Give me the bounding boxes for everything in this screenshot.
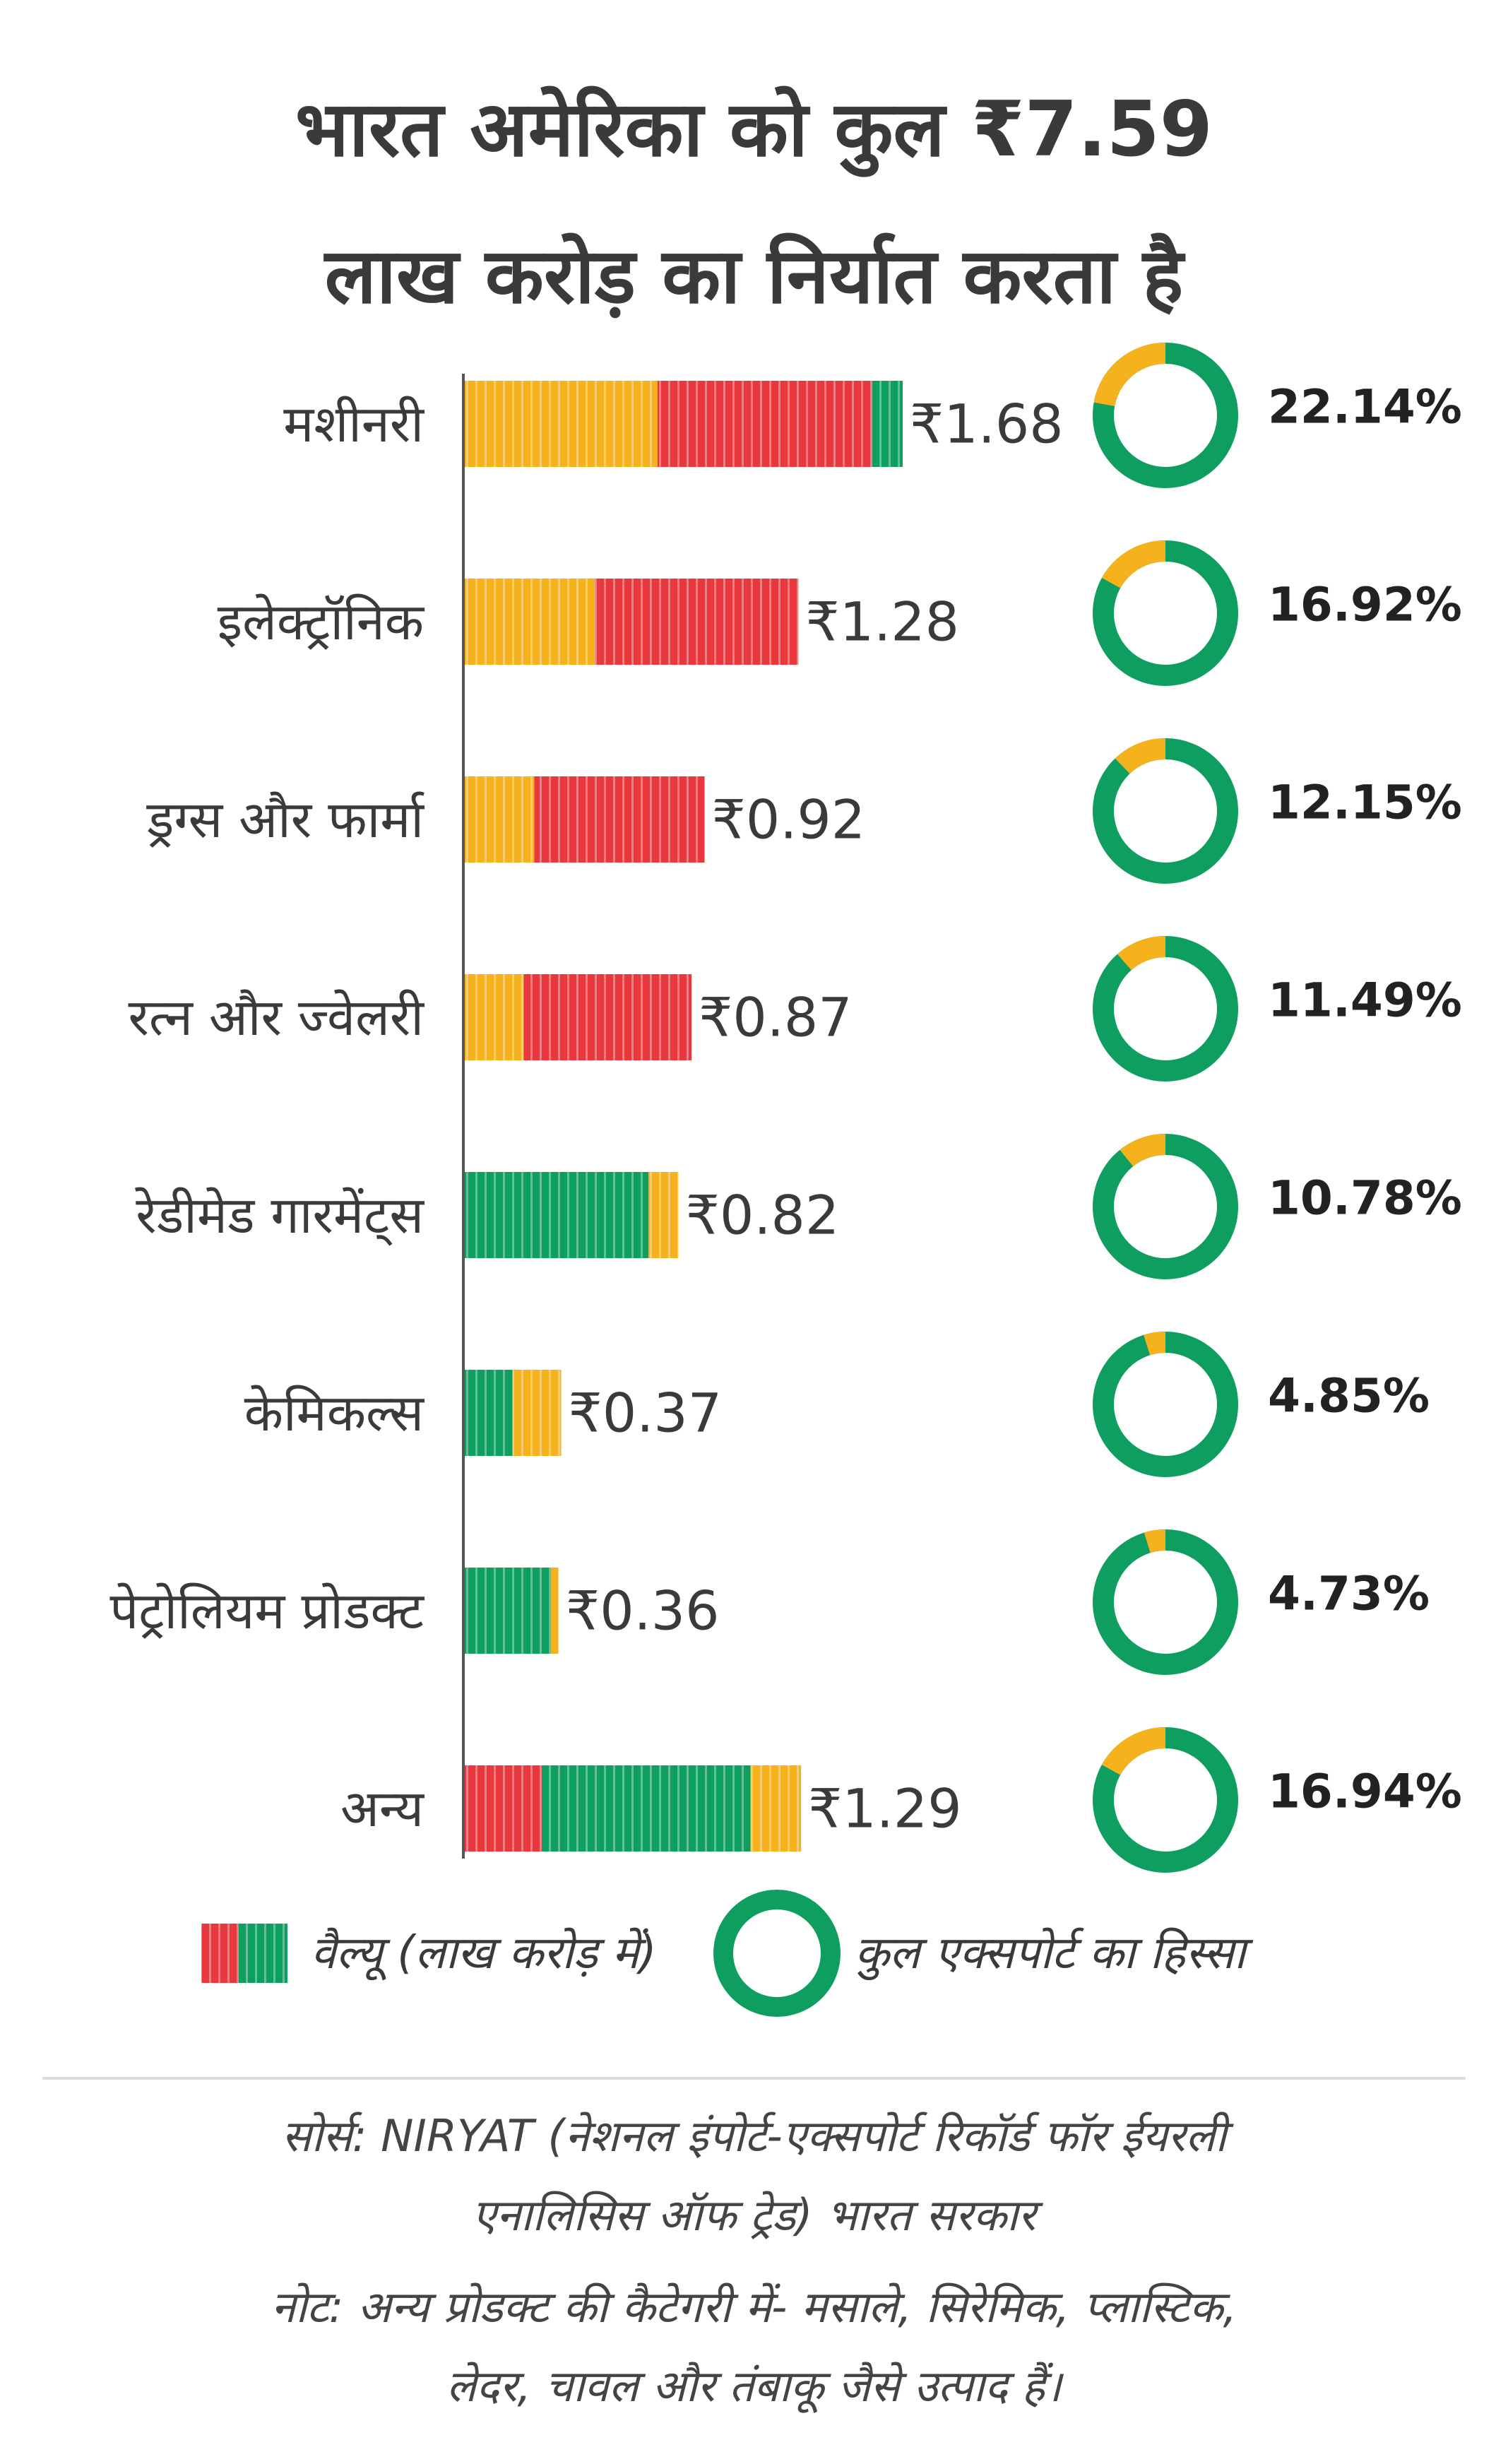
- legend-bar-swatch: [201, 1924, 287, 1983]
- share-ring: [1093, 1727, 1238, 1873]
- chart-title: भारत अमेरिका को कुल ₹7.59 लाख करोड़ का न…: [0, 57, 1508, 350]
- bar-segment-yellow: [750, 1765, 802, 1852]
- share-ring: [1093, 540, 1238, 686]
- value-label: ₹0.92: [712, 788, 866, 851]
- legend-ring-swatch: [713, 1890, 841, 2017]
- bar-segment-green: [872, 381, 903, 467]
- note-line-2: लेदर, चावल और तंबाकू जैसे उत्पाद हैं।: [446, 2360, 1062, 2412]
- share-label: 10.78%: [1268, 1171, 1462, 1226]
- bar: [465, 579, 799, 665]
- bar-segment-green: [465, 1370, 513, 1456]
- bar-segment-red: [534, 776, 705, 863]
- share-label: 4.73%: [1268, 1567, 1430, 1621]
- legend-label-value: वैल्यू (लाख करोड़ में): [311, 1927, 657, 1981]
- category-label: रेडीमेड गारमेंट्स: [134, 1185, 425, 1247]
- share-ring-arc: [1093, 1332, 1238, 1477]
- value-label: ₹0.37: [569, 1382, 723, 1445]
- bar-segment-green: [465, 1172, 649, 1258]
- bar: [465, 974, 692, 1060]
- bar-segment-yellow: [465, 776, 535, 863]
- value-label: ₹0.87: [699, 986, 853, 1049]
- value-label: ₹1.28: [805, 591, 959, 653]
- share-ring-arc: [1093, 343, 1238, 488]
- bar-segment-yellow: [465, 381, 658, 467]
- share-ring-base: [1093, 1134, 1238, 1279]
- bar: [465, 1172, 679, 1258]
- footer: सोर्स: NIRYAT (नेशनल इंपोर्ट-एक्सपोर्ट र…: [0, 2097, 1508, 2426]
- legend-swatch-red: [201, 1924, 238, 1983]
- source-line-2: एनालिसिस ऑफ ट्रेड) भारत सरकार: [472, 2189, 1036, 2241]
- share-label: 22.14%: [1268, 380, 1462, 434]
- title-line-1: भारत अमेरिका को कुल ₹7.59: [295, 85, 1213, 174]
- share-ring: [1093, 343, 1238, 488]
- share-ring-base: [1093, 1529, 1238, 1675]
- category-label: रत्न और ज्वेलरी: [128, 988, 425, 1047]
- footer-divider: [42, 2077, 1466, 2080]
- share-ring: [1093, 738, 1238, 884]
- bar-segment-green: [542, 1765, 751, 1852]
- category-label: ड्रग्स और फार्मा: [146, 790, 425, 849]
- share-ring-arc: [1093, 1529, 1238, 1675]
- bar-segment-red: [465, 1765, 542, 1852]
- bar-segment-yellow: [513, 1370, 562, 1456]
- bar-segment-yellow: [648, 1172, 679, 1258]
- share-ring-base: [1093, 738, 1238, 884]
- bar-segment-red: [523, 974, 692, 1060]
- share-ring-base: [1093, 1332, 1238, 1477]
- category-label: अन्य: [340, 1779, 425, 1838]
- bar-segment-yellow: [551, 1568, 559, 1654]
- note-line-1: नोट: अन्य प्रोडक्ट की कैटेगरी में- मसाले…: [271, 2281, 1237, 2333]
- bar-segment-red: [657, 381, 872, 467]
- bar: [465, 1568, 559, 1654]
- share-label: 12.15%: [1268, 776, 1462, 830]
- category-label: केमिकल्स: [244, 1383, 425, 1443]
- category-label: पेट्रोलियम प्रोडक्ट: [109, 1581, 425, 1640]
- bar-segment-yellow: [465, 974, 524, 1060]
- share-ring-base: [1093, 936, 1238, 1082]
- legend-swatch-green: [238, 1924, 287, 1983]
- category-label: मशीनरी: [283, 394, 425, 454]
- share-label: 11.49%: [1268, 973, 1462, 1028]
- share-ring: [1093, 1134, 1238, 1279]
- share-ring: [1093, 1529, 1238, 1675]
- share-ring-arc: [1093, 540, 1238, 686]
- bar-segment-red: [595, 579, 799, 665]
- title-line-2: लाख करोड़ का निर्यात करता है: [324, 232, 1184, 321]
- value-label: ₹0.82: [686, 1184, 840, 1247]
- value-label: ₹0.36: [566, 1580, 720, 1642]
- bar: [465, 1765, 802, 1852]
- value-label: ₹1.68: [910, 393, 1064, 456]
- share-ring-arc: [1093, 738, 1238, 884]
- share-ring-arc: [1093, 1134, 1238, 1279]
- bar-segment-yellow: [465, 579, 595, 665]
- share-label: 16.94%: [1268, 1765, 1462, 1819]
- category-label: इलेक्ट्रॉनिक: [218, 592, 425, 651]
- bar: [465, 1370, 562, 1456]
- bar: [465, 381, 903, 467]
- share-label: 16.92%: [1268, 578, 1462, 632]
- share-ring: [1093, 1332, 1238, 1477]
- chart: मशीनरी इलेक्ट्रॉनिक ड्रग्स और फार्मा रत्न औ…: [109, 343, 1462, 2017]
- legend-label-share: कुल एक्सपोर्ट का हिस्सा: [855, 1927, 1254, 1981]
- bar-segment-green: [465, 1568, 552, 1654]
- source-line-1: सोर्स: NIRYAT (नेशनल इंपोर्ट-एक्सपोर्ट र…: [281, 2110, 1227, 2162]
- share-label: 4.85%: [1268, 1369, 1430, 1423]
- share-ring-arc: [1093, 936, 1238, 1082]
- bar: [465, 776, 705, 863]
- value-label: ₹1.29: [808, 1777, 962, 1840]
- share-ring: [1093, 936, 1238, 1082]
- share-ring-arc: [1093, 1727, 1238, 1873]
